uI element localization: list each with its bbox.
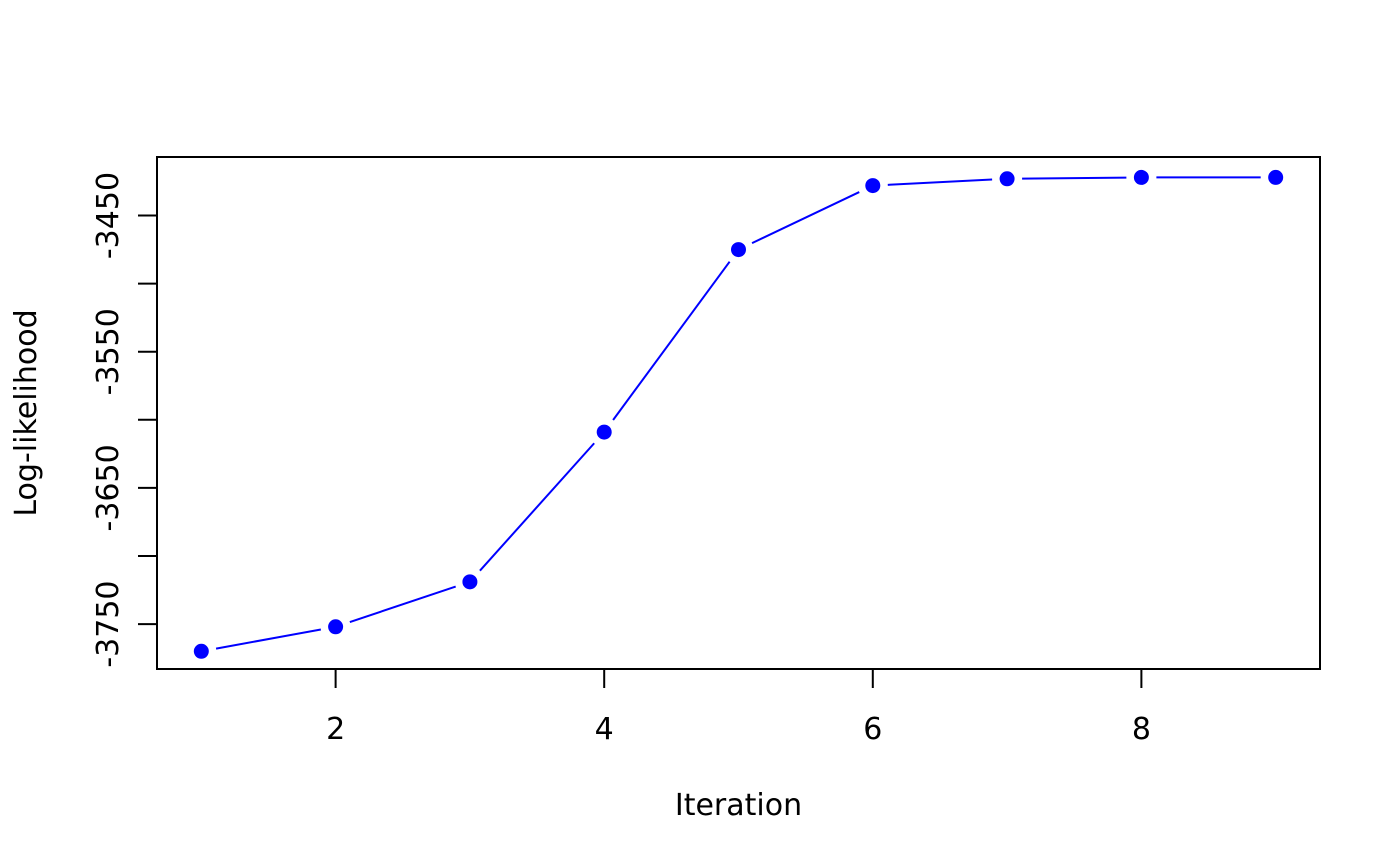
x-axis: 2 4 6 8 <box>326 668 1151 747</box>
data-point <box>328 619 344 635</box>
data-point <box>1133 169 1149 185</box>
data-point <box>193 643 209 659</box>
series-line-segment <box>612 261 731 421</box>
y-tick-label: -3650 <box>91 444 126 531</box>
data-point <box>865 178 881 194</box>
y-axis: -3750 -3650 -3550 -3450 <box>91 172 158 668</box>
x-tick-label: 8 <box>1132 712 1151 747</box>
series-line-segment <box>1022 176 1127 180</box>
data-point <box>1268 169 1284 185</box>
data-point <box>999 171 1015 187</box>
x-axis-title: Iteration <box>675 788 802 823</box>
plot-frame <box>156 156 1321 670</box>
series-line-segment <box>215 628 322 650</box>
data-point <box>596 424 612 440</box>
x-tick-label: 6 <box>863 712 882 747</box>
x-tick-label: 4 <box>595 712 614 747</box>
data-point <box>462 574 478 590</box>
series-layer <box>193 169 1284 659</box>
y-tick-label: -3450 <box>91 172 126 259</box>
series-line-segment <box>887 178 993 186</box>
x-tick-label: 2 <box>326 712 345 747</box>
y-tick-label: -3550 <box>91 308 126 395</box>
series-line-segment <box>479 442 595 572</box>
y-axis-title: Log-likelihood <box>9 309 44 516</box>
data-point <box>731 242 746 258</box>
series-line-segment <box>349 585 457 623</box>
series-line-segment <box>751 191 860 245</box>
y-tick-label: -3750 <box>91 580 126 667</box>
